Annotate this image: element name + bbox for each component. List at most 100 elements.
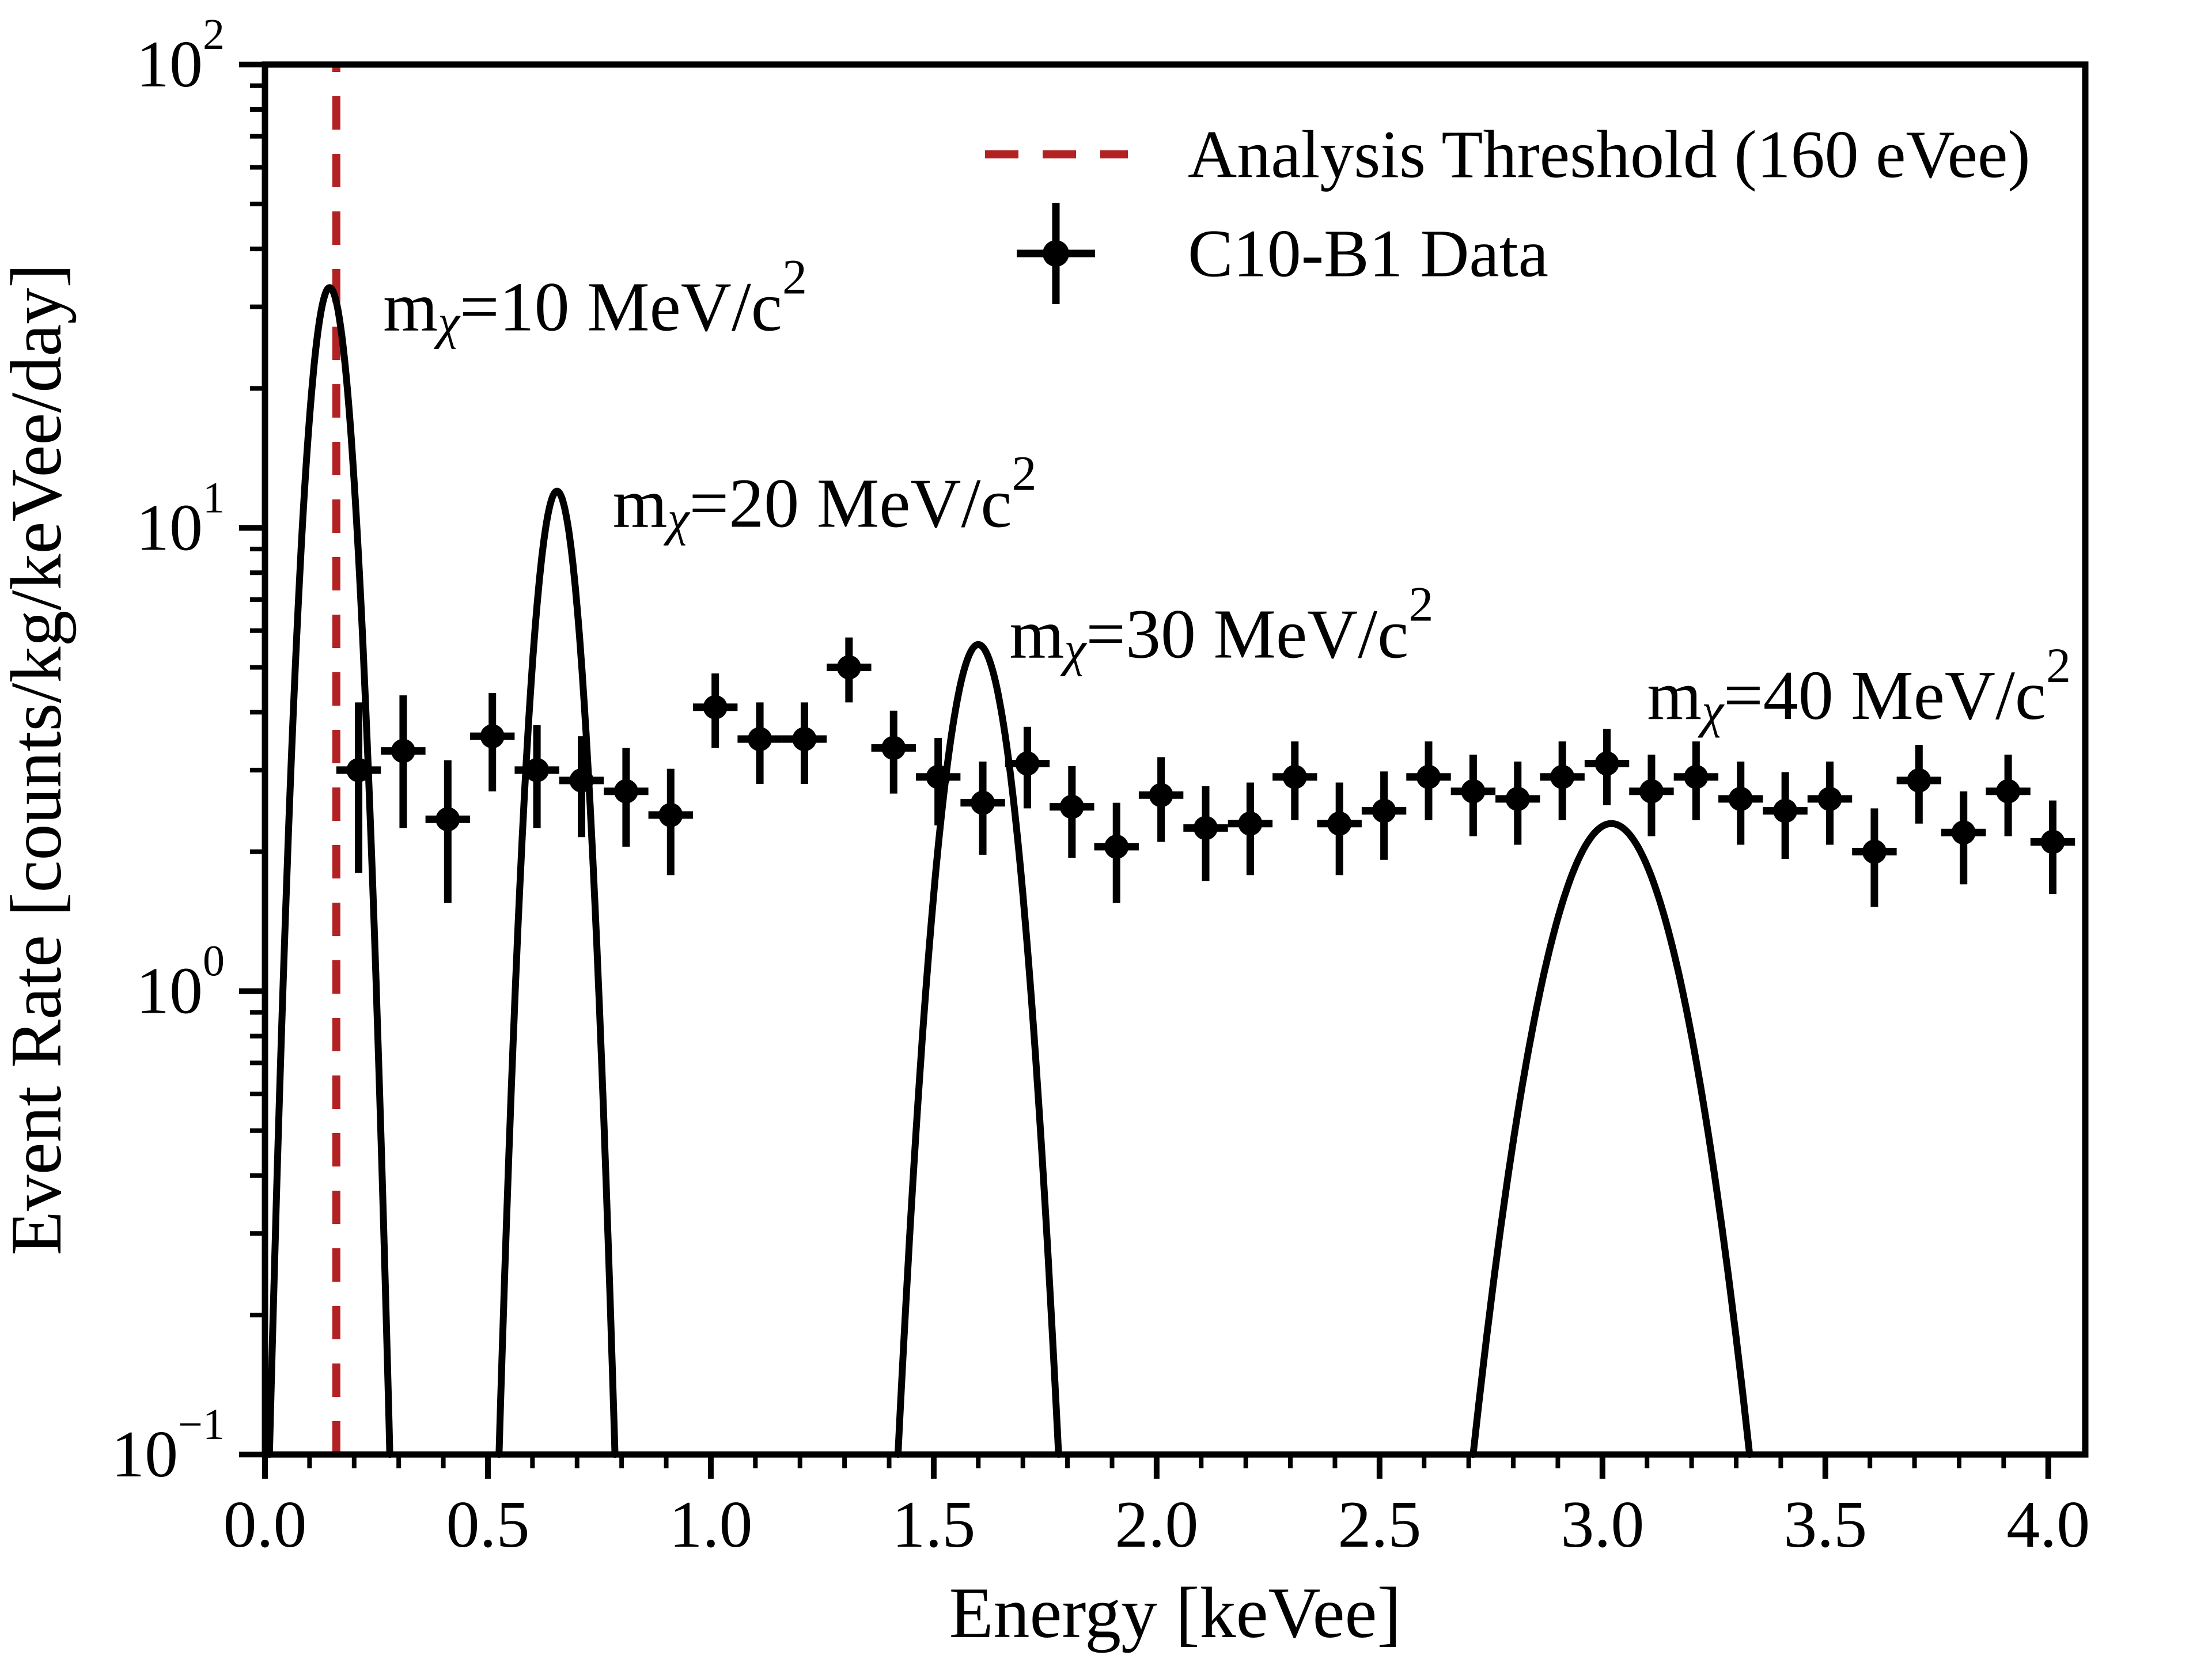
curve-label-40mev: mχ=40 MeV/c2 <box>1647 638 2071 738</box>
legend: Analysis Threshold (160 eVee) C10-B1 Data <box>985 117 2031 304</box>
data-point <box>2030 800 2075 895</box>
data-point <box>915 738 961 825</box>
data-marker <box>525 757 550 782</box>
signal-curve-20mev <box>495 487 619 1458</box>
data-point <box>960 762 1005 855</box>
data-marker <box>346 757 371 782</box>
y-tick-label: 102 <box>136 10 225 101</box>
data-point <box>1138 757 1184 842</box>
legend-label-data: C10-B1 Data <box>1188 216 1548 291</box>
data-point <box>604 748 649 847</box>
x-tick-label: 3.5 <box>1783 1488 1867 1562</box>
data-marker <box>792 727 817 752</box>
axis-ticks <box>239 62 2051 1479</box>
data-marker <box>1639 779 1664 804</box>
data-marker <box>1996 779 2021 804</box>
data-point <box>1361 771 1407 860</box>
y-axis-title: Event Rate [counts/kg/keVee/day] <box>0 264 77 1255</box>
data-marker <box>1907 768 1931 793</box>
data-marker <box>1282 764 1307 789</box>
data-marker <box>1951 820 1976 845</box>
data-marker <box>748 727 772 752</box>
data-marker <box>435 807 460 832</box>
data-point <box>1005 726 1050 809</box>
x-tick-label: 3.0 <box>1560 1488 1644 1562</box>
data-marker <box>1773 798 1798 823</box>
curve-label-20mev: mχ=20 MeV/c2 <box>613 446 1037 546</box>
signal-curves <box>266 284 1753 1458</box>
signal-curve-30mev <box>894 641 1062 1458</box>
data-marker <box>391 738 415 763</box>
data-marker <box>569 768 594 793</box>
data-point <box>871 710 916 794</box>
data-point <box>1718 762 1763 845</box>
x-tick-label: 2.0 <box>1115 1488 1198 1562</box>
data-point <box>1183 786 1228 881</box>
x-tick-label: 0.5 <box>446 1488 529 1562</box>
data-marker <box>1194 816 1218 840</box>
data-marker <box>1238 811 1263 836</box>
data-marker <box>836 655 861 680</box>
data-marker <box>1461 779 1486 804</box>
data-marker <box>926 764 950 789</box>
x-tick-label: 1.5 <box>892 1488 975 1562</box>
data-marker <box>971 790 995 815</box>
data-marker <box>1059 794 1084 819</box>
data-marker <box>1327 811 1352 836</box>
data-point <box>1941 791 1986 885</box>
data-point <box>336 702 381 873</box>
data-point <box>1807 762 1853 845</box>
data-marker <box>1594 751 1619 776</box>
data-point <box>648 768 693 876</box>
y-tick-label: 101 <box>136 474 225 565</box>
data-marker <box>1416 764 1441 789</box>
data-point <box>1050 766 1094 858</box>
data-marker <box>1817 786 1842 811</box>
x-tick-label: 2.5 <box>1338 1488 1421 1562</box>
data-point <box>1673 741 1719 820</box>
data-marker <box>480 724 505 749</box>
data-point <box>737 702 782 785</box>
data-point <box>1450 755 1496 836</box>
data-point <box>1228 782 1273 876</box>
data-point <box>1986 755 2031 836</box>
data-marker <box>1372 798 1396 823</box>
x-tick-label: 0.0 <box>224 1488 307 1562</box>
signal-curve-40mev <box>1469 820 1753 1458</box>
data-series-c10-b1 <box>336 637 2075 907</box>
legend-errorbar-marker-sample <box>1017 203 1095 304</box>
y-tick-label: 10−1 <box>111 1400 225 1491</box>
data-marker <box>1104 834 1129 859</box>
plot-frame <box>262 61 2089 1458</box>
data-point <box>692 673 738 748</box>
data-marker <box>658 802 683 827</box>
data-point <box>381 695 426 828</box>
data-point <box>1272 741 1317 820</box>
legend-marker-dot <box>1043 240 1069 267</box>
curve-label-10mev: mχ=10 MeV/c2 <box>383 249 807 350</box>
data-marker <box>881 736 906 760</box>
signal-curve-10mev <box>266 284 393 1458</box>
x-tick-label: 4.0 <box>2006 1488 2090 1562</box>
curve-label-30mev: mχ=30 MeV/c2 <box>1009 577 1433 677</box>
x-tick-label: 1.0 <box>669 1488 752 1562</box>
data-point <box>1584 729 1630 805</box>
data-point <box>514 725 559 828</box>
legend-label-threshold: Analysis Threshold (160 eVee) <box>1188 117 2031 192</box>
data-point <box>782 702 827 785</box>
data-point <box>559 736 604 838</box>
x-axis-title: Energy [keVee] <box>949 1573 1402 1653</box>
data-point <box>827 637 872 703</box>
data-marker <box>1684 764 1709 789</box>
data-point <box>1317 782 1362 876</box>
data-point <box>1852 808 1897 907</box>
data-point <box>470 693 515 791</box>
data-marker <box>1862 839 1887 864</box>
data-marker <box>1149 783 1173 808</box>
data-point <box>1495 762 1540 845</box>
data-point <box>1094 802 1139 903</box>
data-marker <box>1015 751 1040 776</box>
